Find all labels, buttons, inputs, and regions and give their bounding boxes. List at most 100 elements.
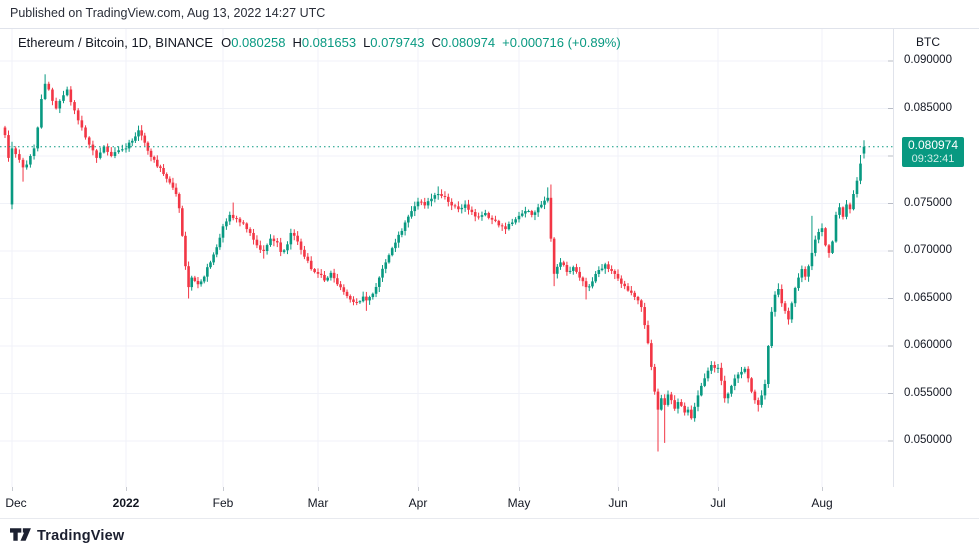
candle-body [653, 366, 656, 392]
time-axis-tick [126, 487, 127, 491]
candle-body [543, 200, 546, 205]
candle-body [726, 393, 730, 399]
candle-body [763, 384, 767, 396]
candle-body [453, 205, 457, 207]
candle-body [146, 142, 150, 151]
candle-body [487, 213, 490, 218]
candle-body [603, 264, 607, 269]
candle-body [95, 150, 98, 158]
time-axis-label: Feb [212, 496, 234, 510]
candle-body [743, 368, 747, 372]
published-bar: Published on TradingView.com, Aug 13, 20… [0, 0, 979, 28]
candle-body [413, 206, 417, 212]
candle-body [568, 270, 572, 272]
candle-body [750, 378, 753, 392]
candle-body [231, 214, 235, 219]
candle-body [696, 395, 700, 407]
candle-body [613, 270, 617, 274]
candle-body [76, 110, 80, 121]
candle-body [565, 265, 569, 272]
candle-body [374, 286, 378, 294]
candle-body [43, 83, 47, 99]
candle-body [206, 267, 209, 277]
candle-body [286, 244, 289, 251]
candle-body [670, 394, 673, 401]
time-axis-label: May [507, 496, 531, 510]
candle-body [134, 136, 137, 141]
candle-body [221, 226, 225, 238]
candle-body [106, 146, 109, 152]
candle-body [162, 168, 165, 175]
published-caption: Published on TradingView.com, Aug 13, 20… [10, 6, 326, 20]
candle-body [348, 296, 352, 300]
tradingview-wordmark[interactable]: TradingView [37, 528, 125, 544]
candle-body [177, 194, 181, 209]
candle-body [650, 343, 653, 367]
candle-body [202, 276, 206, 282]
candle-body [477, 216, 480, 218]
candle-body [124, 148, 128, 150]
candle-body [706, 370, 710, 379]
time-axis-tick [618, 487, 619, 491]
candle-body [783, 303, 787, 311]
candle-body [309, 260, 313, 270]
candle-body [693, 406, 696, 419]
candle-body [159, 166, 162, 169]
candle-body [36, 127, 40, 149]
time-axis-tick [223, 487, 224, 491]
change-badge: +0.000716 (+0.89%) [502, 35, 621, 50]
candle-body [530, 211, 534, 215]
time-axis[interactable]: Dec 2022 Feb Mar Apr May Jun Jul Aug [0, 487, 979, 519]
tradingview-logo-icon[interactable] [10, 528, 34, 544]
candle-body [540, 204, 543, 208]
candle-body [623, 283, 626, 287]
candle-body [820, 228, 824, 232]
candle-body [377, 277, 381, 287]
time-axis-tick [318, 487, 319, 491]
candle-body [212, 254, 215, 263]
price-axis[interactable]: BTC 0.080974 09:32:41 0.090000 0.085000 0.… [893, 29, 979, 488]
chart-legend[interactable]: Ethereum / Bitcoin, 1D, BINANCE O0.080258… [18, 35, 621, 50]
candle-body [326, 277, 329, 281]
candle-body [127, 142, 131, 149]
candle-body [497, 220, 501, 226]
candle-body [289, 232, 293, 245]
candle-body [73, 102, 76, 111]
candle-body [660, 398, 663, 410]
candle-body [620, 278, 623, 284]
candle-body [365, 296, 368, 301]
candle-body [817, 232, 820, 240]
candle-body [716, 367, 720, 369]
candle-body [155, 159, 159, 167]
candle-body [575, 267, 578, 272]
candle-body [690, 409, 693, 419]
candles-layer [3, 74, 866, 452]
candlestick-plot[interactable] [0, 29, 893, 488]
candle-body [84, 127, 87, 138]
candle-body [520, 213, 524, 216]
candle-body [279, 242, 282, 252]
ohlc-low: L0.079743 [363, 35, 425, 50]
candle-body [275, 241, 279, 243]
candle-body [130, 140, 134, 143]
candle-body [54, 100, 58, 109]
candle-body [733, 378, 737, 386]
candle-body [556, 266, 559, 274]
bar-countdown: 09:32:41 [911, 152, 955, 165]
candle-body [736, 374, 740, 379]
candle-body [713, 365, 716, 368]
candle-body [342, 287, 346, 292]
candle-body [430, 198, 433, 202]
candle-body [845, 204, 848, 217]
last-price-tag: 0.080974 09:32:41 [902, 136, 964, 167]
candle-body [536, 207, 540, 213]
ohlc-close: C0.080974 [431, 35, 496, 50]
time-axis-tick [718, 487, 719, 491]
price-axis-label: 0.055000 [904, 386, 952, 399]
symbol-title[interactable]: Ethereum / Bitcoin, 1D, BINANCE [18, 35, 214, 50]
last-price-value: 0.080974 [907, 137, 959, 152]
candle-body [329, 272, 333, 278]
candle-body [787, 310, 790, 320]
candle-body [255, 239, 259, 246]
candle-body [740, 371, 743, 375]
